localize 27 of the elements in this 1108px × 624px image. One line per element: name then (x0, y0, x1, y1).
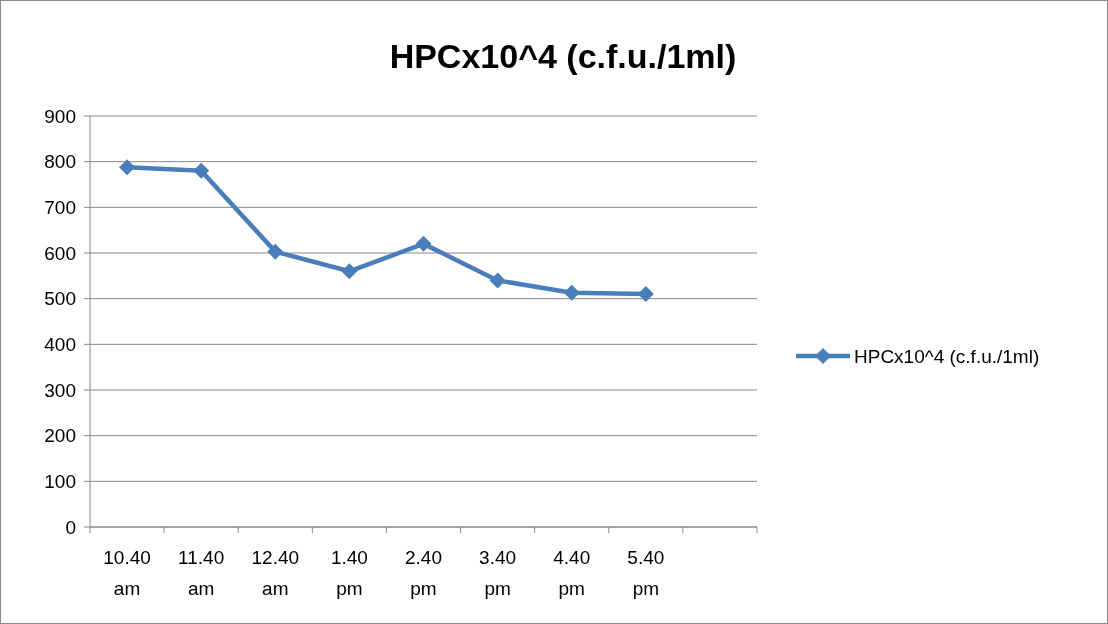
y-tick-label: 700 (44, 196, 76, 218)
point (193, 162, 210, 179)
x-tick-label: 5.40 pm (627, 547, 665, 599)
x-tick-label: 3.40 pm (479, 547, 517, 599)
y-tick-label: 100 (44, 470, 76, 492)
point (415, 235, 432, 252)
y-tick-label: 800 (44, 151, 76, 173)
point (489, 272, 506, 289)
y-tick-label: 600 (44, 242, 76, 264)
y-tick-label: 900 (44, 105, 76, 127)
y-tick-label: 0 (65, 516, 76, 538)
x-tick-label: 10.40 am (103, 547, 151, 599)
x-tick-label: 11.40 am (178, 547, 225, 599)
legend-label: HPCx10^4 (c.f.u./1ml) (854, 345, 1040, 367)
point (341, 263, 358, 280)
y-tick-label: 400 (44, 333, 76, 355)
y-tick-label: 500 (44, 288, 76, 310)
y-tick-label: 200 (44, 425, 76, 447)
x-tick-label: 4.40 pm (553, 547, 591, 599)
y-tick-label: 300 (44, 379, 76, 401)
point (267, 243, 284, 260)
x-tick-label: 1.40 pm (330, 547, 368, 599)
x-tick-label: 2.40 pm (405, 547, 442, 599)
chart-title: HPCx10^4 (c.f.u./1ml) (389, 37, 737, 75)
point (563, 284, 580, 301)
x-tick-label: 12.40 am (251, 547, 300, 599)
point (119, 159, 136, 176)
